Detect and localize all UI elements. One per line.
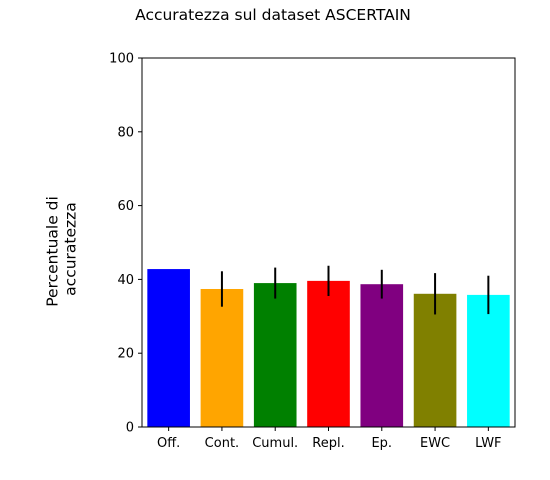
bar-6 — [413, 293, 457, 427]
x-tick-label-3: Cumul. — [252, 436, 298, 451]
error-bars — [220, 265, 490, 315]
y-axis-label-line-2: accuratezza — [61, 202, 79, 296]
bar-3 — [253, 283, 297, 427]
plot-frame — [141, 57, 516, 428]
bar-5 — [360, 284, 404, 427]
bar-1 — [147, 269, 190, 427]
x-tick-label-4: Repl. — [312, 436, 344, 451]
bar-2 — [200, 288, 244, 427]
y-axis-ticks: 0 20 40 60 80 100 — [109, 52, 142, 436]
bars — [147, 269, 510, 427]
x-tick-label-6: EWC — [420, 436, 450, 451]
x-tick-label-2: Cont. — [205, 436, 240, 451]
bar-7 — [467, 294, 510, 427]
x-tick-label-5: Ep. — [371, 436, 392, 451]
x-axis-ticks: Off. Cont. Cumul. Repl. Ep. EWC LWF — [157, 427, 502, 451]
chart-title: Accuratezza sul dataset ASCERTAIN — [135, 6, 411, 24]
y-tick-label-1: 0 — [126, 421, 134, 436]
y-axis-label-line-1: Percentuale di — [43, 196, 61, 307]
y-tick-label-2: 20 — [117, 347, 134, 362]
y-tick-label-3: 40 — [117, 273, 134, 288]
y-axis-label: Percentuale di accuratezza — [43, 191, 79, 307]
bar-4 — [307, 280, 350, 427]
y-tick-label-6: 100 — [109, 52, 134, 67]
y-tick-label-4: 60 — [117, 199, 134, 214]
x-tick-label-1: Off. — [157, 436, 180, 451]
y-tick-label-5: 80 — [117, 125, 134, 140]
x-tick-label-7: LWF — [475, 436, 501, 451]
